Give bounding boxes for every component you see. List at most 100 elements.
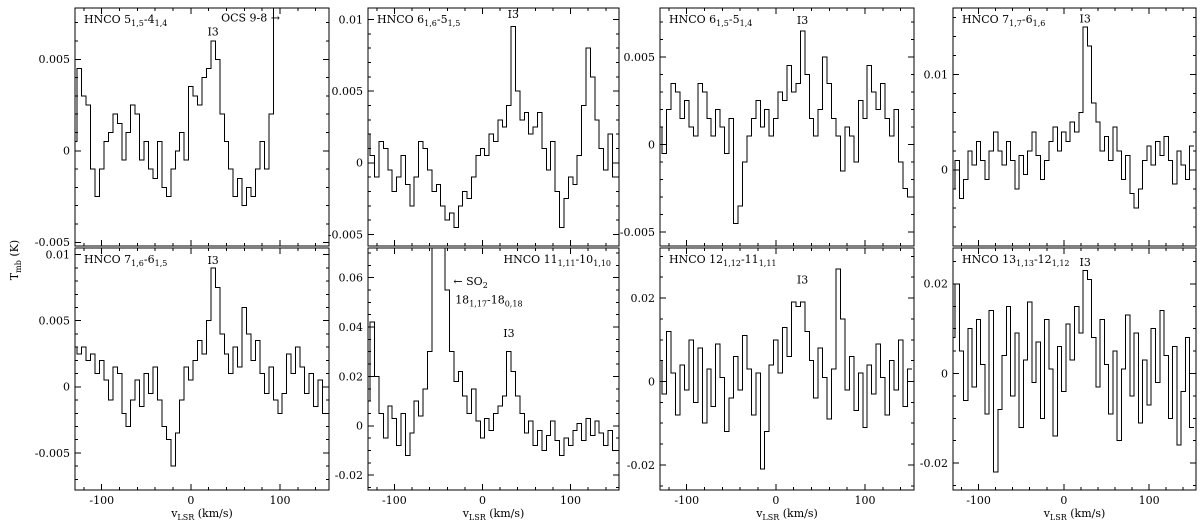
i3-label: I3 <box>797 273 808 286</box>
x-tick-label: 100 <box>560 494 581 507</box>
axis-ticks <box>660 8 914 246</box>
i3-label: I3 <box>207 25 218 38</box>
y-tick-label: 0 <box>941 164 948 177</box>
spectrum-line <box>660 268 912 470</box>
y-tick-label: 0 <box>648 375 655 388</box>
spectrum-line <box>368 26 617 228</box>
x-tick-label: 0 <box>1060 494 1067 507</box>
tick-labels: -0.005 0 0.005 <box>620 51 655 239</box>
x-tick-label: 100 <box>1139 494 1160 507</box>
spectrum-line <box>953 26 1194 209</box>
x-tick-label: 100 <box>854 494 875 507</box>
spectrum-panel-hnco-13113-12112: -0.02 0 0.02 -100 0 100 vLSR (km/s) HNCO 131,13… <box>920 247 1197 521</box>
y-tick-label: 0.01 <box>924 68 949 81</box>
y-tick-label: 0.005 <box>39 53 71 66</box>
axis-ticks <box>953 8 1196 247</box>
y-tick-label: -0.005 <box>328 228 363 241</box>
i3-label: I3 <box>503 327 514 340</box>
axis-ticks <box>953 248 1196 490</box>
x-axis-title: vLSR (km/s) <box>1043 507 1106 521</box>
tick-labels: -0.02 0 0.02 -100 0 100 vLSR (km/s) <box>920 278 1160 521</box>
tick-labels: -0.02 0 0.02 0.04 0.06 -100 0 100 vLSR (km/s) <box>335 271 581 521</box>
spectrum-panel-hnco-12112-11111: -0.02 0 0.02 -100 0 100 vLSR (km/s) HNCO 121,12… <box>627 247 915 521</box>
y-tick-label: 0.02 <box>339 370 364 383</box>
axis-box <box>952 7 1197 247</box>
i3-label: I3 <box>508 8 519 21</box>
spectrum-line <box>75 267 327 467</box>
y-tick-label: 0.04 <box>339 321 364 334</box>
tick-labels: -0.005 0 0.005 0.01 <box>328 13 363 241</box>
spectrum-panel-hnco-11111-10110: -0.02 0 0.02 0.04 0.06 -100 0 100 vLSR (km/s) HNC… <box>335 247 620 521</box>
axis-ticks <box>660 248 914 490</box>
y-tick-label: 0.005 <box>39 315 71 328</box>
spectrum-line <box>75 8 274 207</box>
y-tick-label: -0.02 <box>920 457 948 470</box>
axis-ticks <box>368 248 619 490</box>
y-tick-label: 0 <box>63 145 70 158</box>
y-tick-label: 0 <box>648 138 655 151</box>
panel-title: HNCO 71,7-61,6 <box>962 13 1045 28</box>
panel-title: HNCO 61,5-51,4 <box>669 13 752 28</box>
y-tick-label: 0 <box>356 157 363 170</box>
panel-title: HNCO 71,6-61,5 <box>84 253 167 268</box>
tick-labels: -0.005 0 0.005 <box>35 53 70 249</box>
tick-labels: -0.005 0 0.005 0.01 -100 0 100 vLSR (km/s) <box>35 248 291 521</box>
x-tick-label: 0 <box>187 494 194 507</box>
x-axis-title: vLSR (km/s) <box>755 507 818 521</box>
panel-title: HNCO 61,6-51,5 <box>377 13 460 28</box>
y-tick-label: -0.02 <box>627 459 655 472</box>
axis-ticks <box>368 8 619 246</box>
panel-title: HNCO 51,5-41,4 <box>84 13 167 28</box>
y-tick-label: 0.01 <box>339 13 364 26</box>
i3-label: I3 <box>797 14 808 27</box>
panel-title: HNCO 131,13-121,12 <box>962 253 1070 268</box>
axis-box <box>952 247 1197 491</box>
x-tick-label: 100 <box>269 494 290 507</box>
spectrum-panel-hnco-616-515: -0.005 0 0.005 0.01 HNCO 61,6-51,5 I3 <box>328 7 620 247</box>
y-tick-label: 0.005 <box>624 51 656 64</box>
x-tick-label: -100 <box>966 494 991 507</box>
y-tick-label: 0.005 <box>332 85 364 98</box>
i3-label: I3 <box>207 254 218 267</box>
y-tick-label: 0.02 <box>631 292 656 305</box>
so2-transition-label: 181,17-180,18 <box>455 294 522 309</box>
x-axis-title: vLSR (km/s) <box>170 507 233 521</box>
panel-title: HNCO 111,11-101,10 <box>504 253 612 268</box>
tick-labels: 00.01 <box>924 68 949 176</box>
axis-ticks <box>75 248 329 490</box>
y-tick-label: 0.02 <box>924 278 949 291</box>
y-tick-label: -0.005 <box>620 226 655 239</box>
y-tick-label: 0.01 <box>46 248 71 261</box>
x-tick-label: -100 <box>382 494 407 507</box>
spectrum-line <box>368 248 617 456</box>
spectrum-panel-hnco-716-615: -0.005 0 0.005 0.01 -100 0 100 vLSR (km/s) HNCO … <box>35 247 330 521</box>
x-tick-label: -100 <box>674 494 699 507</box>
y-tick-label: 0 <box>941 367 948 380</box>
spectrum-line <box>660 30 912 224</box>
x-tick-label: -100 <box>89 494 114 507</box>
axis-ticks <box>75 8 329 246</box>
y-tick-label: -0.02 <box>335 469 363 482</box>
y-tick-label: 0 <box>356 420 363 433</box>
x-tick-label: 0 <box>772 494 779 507</box>
i3-label: I3 <box>1079 256 1090 269</box>
axis-box <box>659 247 915 491</box>
spectrum-line <box>953 269 1194 473</box>
axis-box <box>74 247 330 491</box>
tick-labels: -0.02 0 0.02 -100 0 100 vLSR (km/s) <box>627 292 876 521</box>
i3-label: I3 <box>1079 12 1090 25</box>
axis-box <box>74 7 330 247</box>
axis-box <box>367 247 620 491</box>
y-tick-label: 0.06 <box>339 271 364 284</box>
y-tick-label: -0.005 <box>35 236 70 249</box>
x-axis-title: vLSR (km/s) <box>462 507 525 521</box>
panel-title: HNCO 121,12-111,11 <box>669 253 777 268</box>
so2-line-label: ← SO2 <box>453 275 487 290</box>
ocs-line-label: OCS 9-8 → <box>221 12 280 25</box>
spectrum-panel-hnco-615-514: -0.005 0 0.005 HNCO 61,5-51,4 I3 <box>620 7 915 247</box>
axis-box <box>367 7 620 247</box>
y-tick-label: -0.005 <box>35 447 70 460</box>
